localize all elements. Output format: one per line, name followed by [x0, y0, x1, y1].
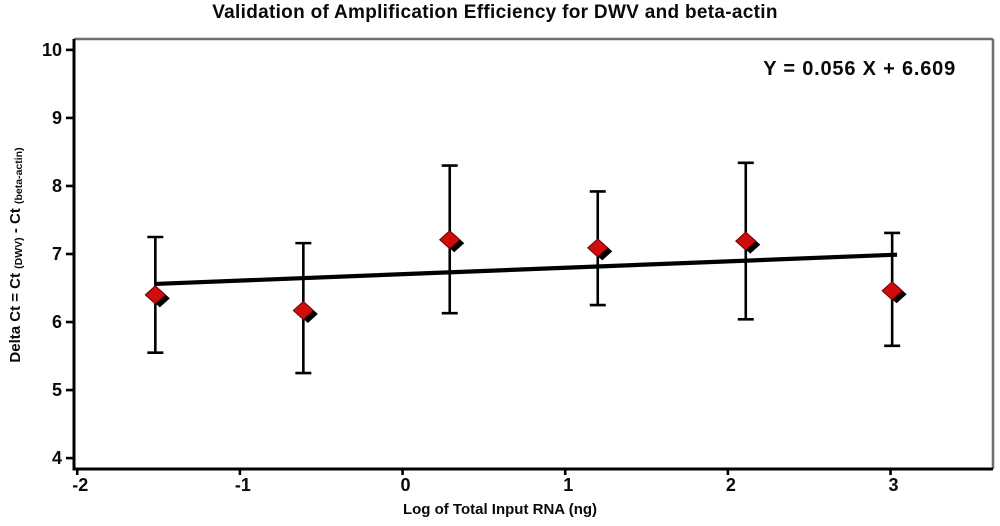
data-points	[144, 230, 907, 323]
chart-title: Validation of Amplification Efficiency f…	[212, 2, 778, 23]
data-point	[144, 285, 170, 308]
error-bars	[147, 161, 901, 375]
data-point	[587, 238, 613, 261]
x-tick-label: -1	[235, 475, 251, 495]
data-point-marker	[292, 300, 315, 321]
y-tick-label: 6	[52, 312, 62, 332]
y-tick-label: 4	[52, 448, 62, 468]
x-tick-label: 1	[563, 475, 573, 495]
y-tick-label: 8	[52, 176, 62, 196]
x-axis-label: Log of Total Input RNA (ng)	[402, 501, 598, 518]
plot-frame	[74, 37, 995, 469]
x-tick-label: 0	[401, 475, 411, 495]
y-tick-label: 5	[52, 380, 62, 400]
regression-equation-label: Y = 0.056 X + 6.609	[763, 58, 956, 80]
data-point-marker	[438, 230, 461, 250]
y-tick-label: 9	[52, 108, 62, 128]
x-axis-ticks: -2 -1 0 1 2 3	[72, 469, 899, 495]
y-tick-label: 7	[52, 244, 62, 264]
y-axis-ticks: 4 5 6 7 8 9 10	[42, 40, 74, 468]
y-tick-label: 10	[42, 40, 62, 60]
data-point	[292, 300, 318, 323]
x-tick-label: 2	[726, 475, 736, 495]
data-point	[438, 230, 465, 253]
x-tick-label: 3	[889, 475, 899, 495]
data-point-marker	[735, 231, 757, 251]
data-point-marker	[881, 281, 903, 301]
data-point	[881, 281, 907, 304]
data-point	[735, 231, 761, 254]
x-tick-label: -2	[72, 475, 88, 495]
data-point-marker	[144, 285, 167, 305]
trend-line	[155, 252, 898, 287]
data-point-marker	[587, 238, 609, 258]
